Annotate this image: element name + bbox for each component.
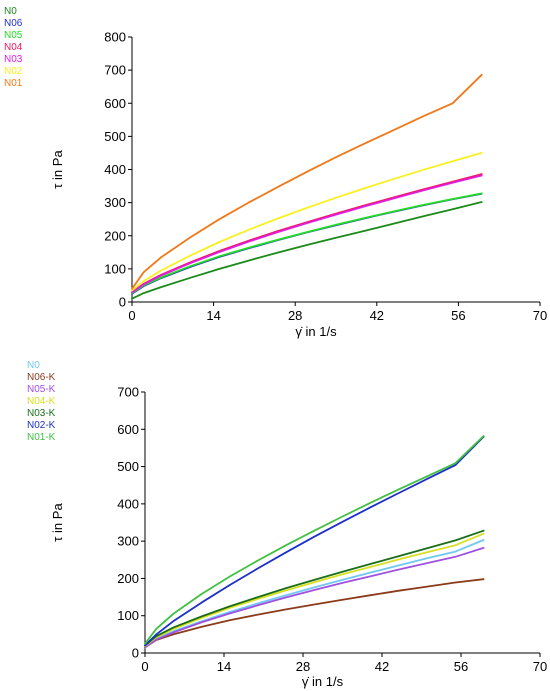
x-axis-title: γ̇ in 1/s [302,674,344,689]
series-line-n06-k [144,578,485,649]
x-tick-label: 56 [454,659,468,674]
x-tick-label: 70 [533,308,547,323]
y-tick-label: 600 [117,422,139,437]
legend-entry: N03-K [27,408,56,419]
y-tick-label: 200 [117,571,139,586]
y-tick-label: 200 [104,228,126,243]
y-tick-label: 600 [104,96,126,111]
x-tick-label: 0 [128,308,135,323]
legend-entry: N02 [4,66,23,77]
x-tick-label: 42 [375,659,389,674]
legend-entry: N02-K [27,420,56,431]
x-tick-label: 42 [370,308,384,323]
y-tick-label: 300 [117,534,139,549]
y-tick-label: 800 [104,30,126,45]
y-tick-label: 300 [104,195,126,210]
legend-entry: N04 [4,42,23,53]
legend-entry: N05-K [27,384,56,395]
series-line-n03 [131,174,483,294]
series-line-n03-k [144,529,485,647]
y-tick-label: 700 [117,385,139,400]
y-tick-label: 400 [104,162,126,177]
y-axis-title: τ in Pa [50,503,65,542]
x-tick-label: 70 [533,659,547,674]
x-tick-label: 14 [217,659,231,674]
y-tick-label: 700 [104,63,126,78]
series-line-n02-k [144,435,485,647]
chart-top: 0 100 200 300 400 500 600 700 800 0 14 28 42 56 70 γ̇ i… [4,6,547,339]
y-tick-label: 500 [104,129,126,144]
legend-entry: N04-K [27,396,56,407]
series-line-n05-k [144,547,485,649]
y-tick-label: 0 [132,646,139,661]
legend-entry: N01-K [27,432,56,443]
chart-bottom: 0 100 200 300 400 500 600 700 0 14 28 42 56 70 γ̇ in 1… [27,360,547,689]
legend-entry: N03 [4,54,23,65]
legend-entry: N06 [4,18,23,29]
legend-entry: N0 [27,360,40,371]
x-tick-label: 0 [141,659,148,674]
series-line-n04-k [144,532,485,648]
series-line-n0 [131,201,483,300]
x-axis-title: γ̇ in 1/s [295,324,337,339]
series-line-n02 [131,151,483,292]
x-tick-label: 14 [206,308,220,323]
series-line-n01-k [144,435,485,645]
series-line-n05 [131,192,483,295]
y-tick-label: 400 [117,496,139,511]
y-tick-label: 100 [117,608,139,623]
y-axis-title: τ in Pa [50,150,65,189]
legend-entry: N05 [4,30,23,41]
legend-entry: N06-K [27,372,56,383]
legend-entry: N0 [4,6,17,17]
legend-entry: N01 [4,78,23,89]
x-tick-label: 28 [288,308,302,323]
x-tick-label: 28 [296,659,310,674]
y-tick-label: 100 [104,261,126,276]
y-tick-label: 500 [117,459,139,474]
series-line-n01 [131,73,483,290]
y-tick-label: 0 [119,295,126,310]
series-line-n0 [144,539,485,649]
x-tick-label: 56 [451,308,465,323]
